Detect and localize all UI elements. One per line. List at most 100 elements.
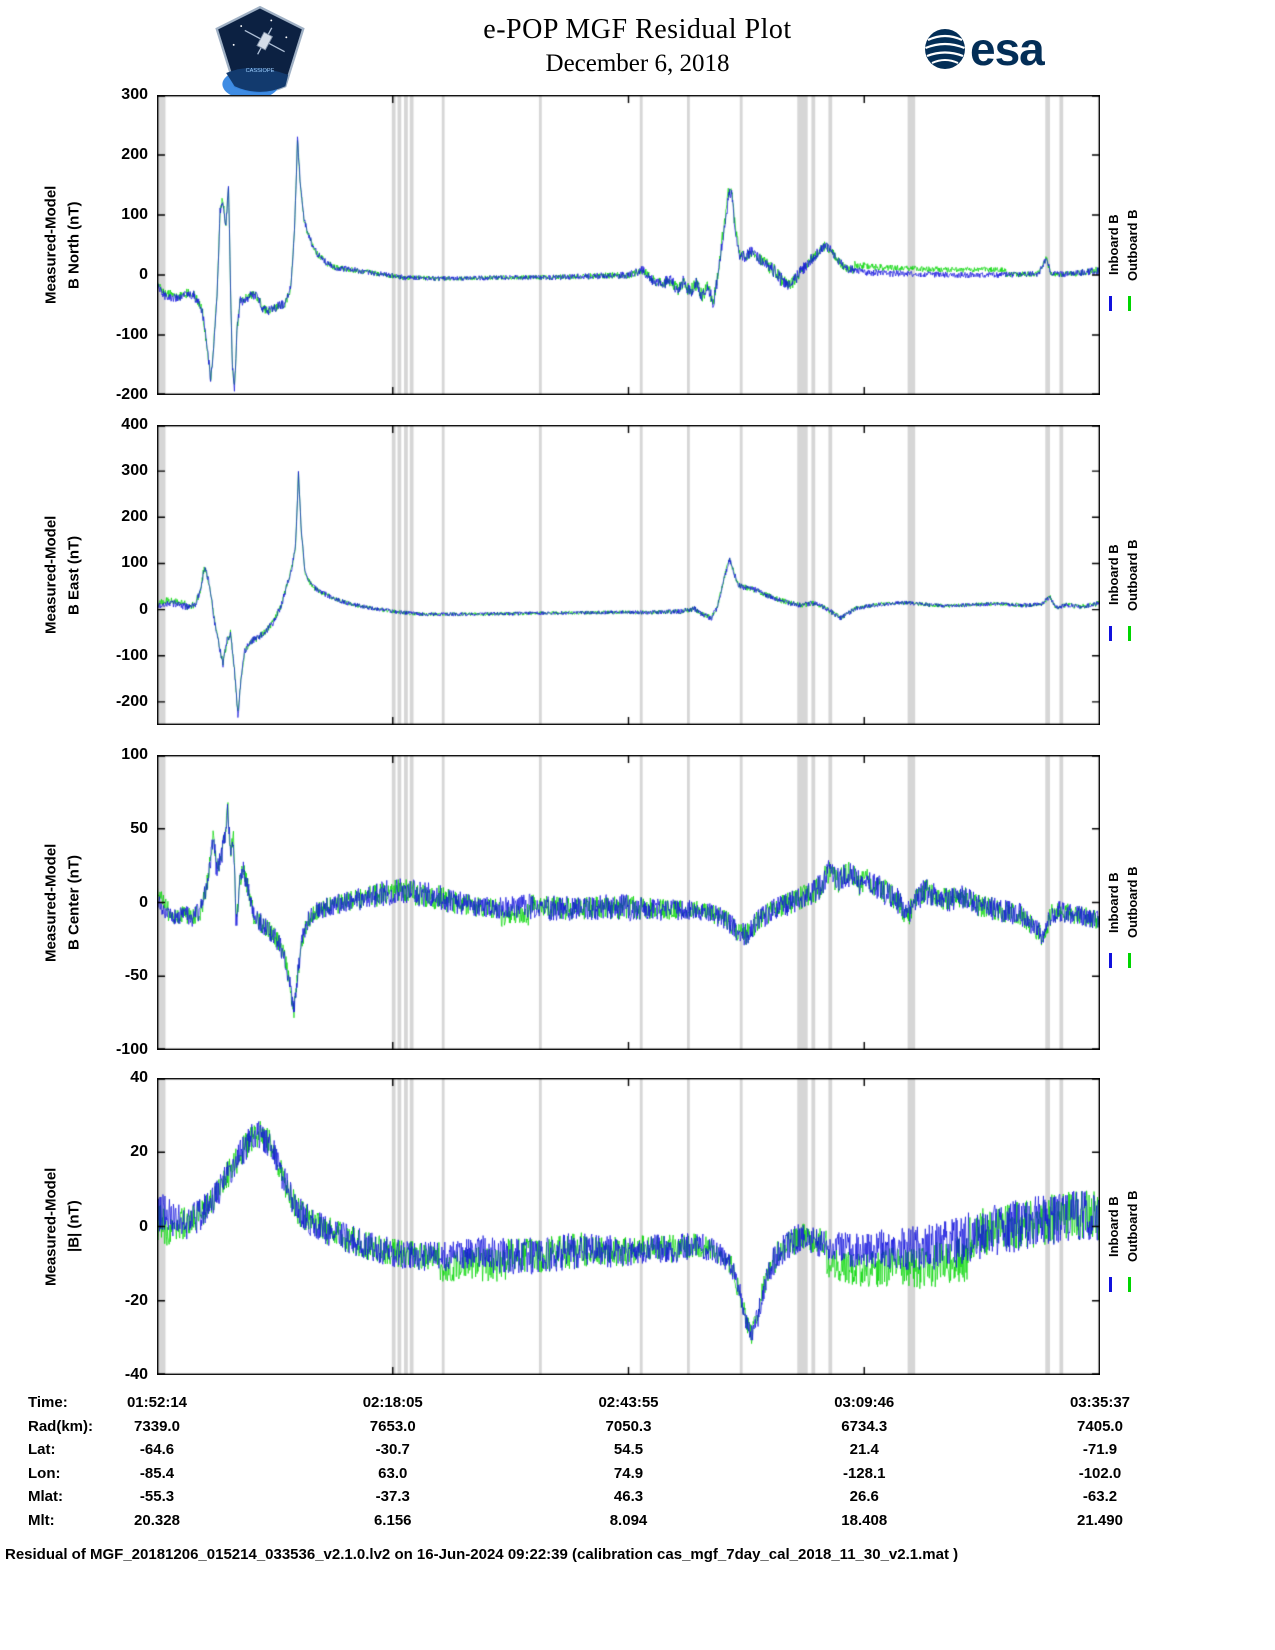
y-axis-label-line2: B North (nT) (65, 201, 83, 289)
legend-inboard-mark (1109, 296, 1112, 311)
xaxis-value: 74.9 (613, 1464, 644, 1482)
y-tick-label: 50 (130, 819, 148, 837)
xaxis-value: 03:35:37 (1069, 1394, 1131, 1411)
ytick-labels-1: 400 300 200 100 0 -100 -200 (88, 416, 148, 725)
y-tick-label: 0 (139, 893, 148, 911)
esa-logo: esa (918, 20, 1068, 83)
y-axis-label-line1: Measured-Model (42, 1167, 60, 1286)
xaxis-value: -63.2 (1082, 1488, 1118, 1505)
y-tick-label: -200 (115, 386, 148, 403)
legend-inboard-mark (1109, 952, 1112, 968)
xaxis-value: 6734.3 (841, 1417, 888, 1435)
xaxis-row-label: Rad(km): (28, 1417, 94, 1435)
xaxis-value: 21.4 (849, 1441, 879, 1458)
legend-outboard-label: Outboard B (1125, 866, 1140, 939)
xaxis-value: 7405.0 (1077, 1417, 1123, 1435)
legend-inboard-label: Inboard B (1106, 1196, 1121, 1257)
y-tick-label: 200 (121, 508, 148, 526)
xaxis-value: 7050.3 (605, 1417, 652, 1435)
esa-logo-text: esa (970, 23, 1045, 75)
y-tick-label: -100 (115, 1041, 148, 1058)
y-tick-label: -50 (124, 967, 148, 985)
legend-inboard-mark (1109, 626, 1112, 641)
xaxis-value: 20.328 (134, 1511, 180, 1529)
y-tick-label: 100 (121, 206, 148, 223)
xaxis-value: -71.9 (1082, 1441, 1118, 1458)
xaxis-value: 54.5 (613, 1441, 644, 1458)
xaxis-value: 8.094 (609, 1511, 648, 1529)
ytick-labels-3: 40 20 0 -20 -40 (88, 1069, 148, 1383)
y-tick-label: 0 (139, 600, 148, 618)
xaxis-value: 02:43:55 (598, 1394, 659, 1411)
plot-title: e-POP MGF Residual Plot (483, 14, 792, 45)
xaxis-table: Time: 01:52:14 02:18:05 02:43:55 03:09:46 03:… (0, 1394, 1275, 1539)
xaxis-value: -55.3 (139, 1488, 175, 1505)
y-axis-label-line1: Measured-Model (42, 515, 60, 635)
legend-inboard-label: Inboard B (1106, 872, 1121, 933)
y-tick-label: 20 (130, 1143, 148, 1161)
xaxis-value: 63.0 (378, 1464, 408, 1482)
legend-outboard-label: Outboard B (1125, 539, 1140, 611)
xaxis-value: -30.7 (375, 1441, 410, 1458)
panel-b-magnitude: Measured-Model |B| (nT) 40 20 0 -20 -40 Inbo… (0, 1069, 1275, 1383)
y-tick-label: -40 (124, 1366, 148, 1383)
xaxis-row-label: Mlat: (28, 1488, 63, 1505)
y-tick-label: 100 (121, 554, 148, 572)
y-axis-label-line2: |B| (nT) (65, 1200, 83, 1253)
y-tick-label: 0 (139, 266, 148, 283)
xaxis-value: -102.0 (1078, 1464, 1122, 1482)
xaxis-value: 46.3 (613, 1488, 644, 1505)
mission-patch-logo: CASSIOPE (213, 5, 307, 100)
panel-canvas-3 (157, 1078, 1100, 1375)
xaxis-row-label: Time: (28, 1394, 68, 1411)
y-tick-label: -100 (115, 326, 148, 343)
y-tick-label: -20 (124, 1291, 148, 1309)
legend-outboard-mark (1128, 1276, 1131, 1292)
y-tick-label: -200 (115, 692, 148, 710)
xaxis-value: 7653.0 (369, 1417, 416, 1435)
mission-patch-label: CASSIOPE (246, 68, 275, 74)
y-axis-label-line2: B Center (nT) (65, 855, 83, 950)
panel-b-center: Measured-Model B Center (nT) 100 50 0 -50 -1… (0, 746, 1275, 1058)
legend-outboard-label: Outboard B (1125, 209, 1140, 281)
xaxis-value: 26.6 (849, 1488, 879, 1505)
xaxis-value: 7339.0 (134, 1417, 180, 1435)
y-tick-label: 200 (121, 146, 148, 163)
xaxis-value: -128.1 (842, 1464, 886, 1482)
ytick-labels-0: 300 200 100 0 -100 -200 (88, 86, 148, 403)
esa-globe-icon: esa (925, 23, 1046, 75)
xaxis-row-label: Lat: (28, 1441, 56, 1458)
xaxis-value: -37.3 (375, 1488, 410, 1505)
legend-inboard-label: Inboard B (1106, 214, 1121, 276)
plot-date: December 6, 2018 (545, 50, 730, 77)
y-axis-label-line1: Measured-Model (42, 843, 60, 962)
xaxis-value: -64.6 (139, 1441, 175, 1458)
legend-inboard-mark (1109, 1276, 1112, 1292)
panel-canvas-0 (157, 95, 1100, 395)
legend-outboard-mark (1128, 952, 1131, 968)
xaxis-value: 21.490 (1077, 1511, 1123, 1529)
legend-inboard-label: Inboard B (1106, 544, 1121, 606)
xaxis-value: 01:52:14 (126, 1394, 188, 1411)
panel-canvas-2 (157, 755, 1100, 1050)
y-tick-label: -100 (115, 646, 148, 664)
y-tick-label: 300 (121, 86, 148, 103)
y-tick-label: 400 (121, 416, 148, 433)
xaxis-value: 6.156 (373, 1511, 412, 1529)
y-tick-label: 100 (121, 746, 148, 763)
ytick-labels-2: 100 50 0 -50 -100 (88, 746, 148, 1058)
xaxis-row-label: Mlt: (28, 1511, 55, 1529)
panel-canvas-1 (157, 425, 1100, 725)
y-tick-label: 300 (121, 462, 148, 480)
xaxis-value: 02:18:05 (362, 1394, 423, 1411)
mission-patch-icon: CASSIOPE (215, 5, 305, 100)
xaxis-row-label: Lon: (28, 1464, 61, 1482)
xaxis-value: 18.408 (841, 1511, 888, 1529)
y-tick-label: 40 (130, 1069, 148, 1086)
xaxis-value: -85.4 (139, 1464, 175, 1482)
xaxis-value: 03:09:46 (834, 1394, 895, 1411)
legend-outboard-label: Outboard B (1125, 1190, 1140, 1263)
panel-b-north: Measured-Model B North (nT) 300 200 100 0 -1… (0, 86, 1275, 403)
panel-b-east: Measured-Model B East (nT) 400 300 200 100 0… (0, 416, 1275, 725)
